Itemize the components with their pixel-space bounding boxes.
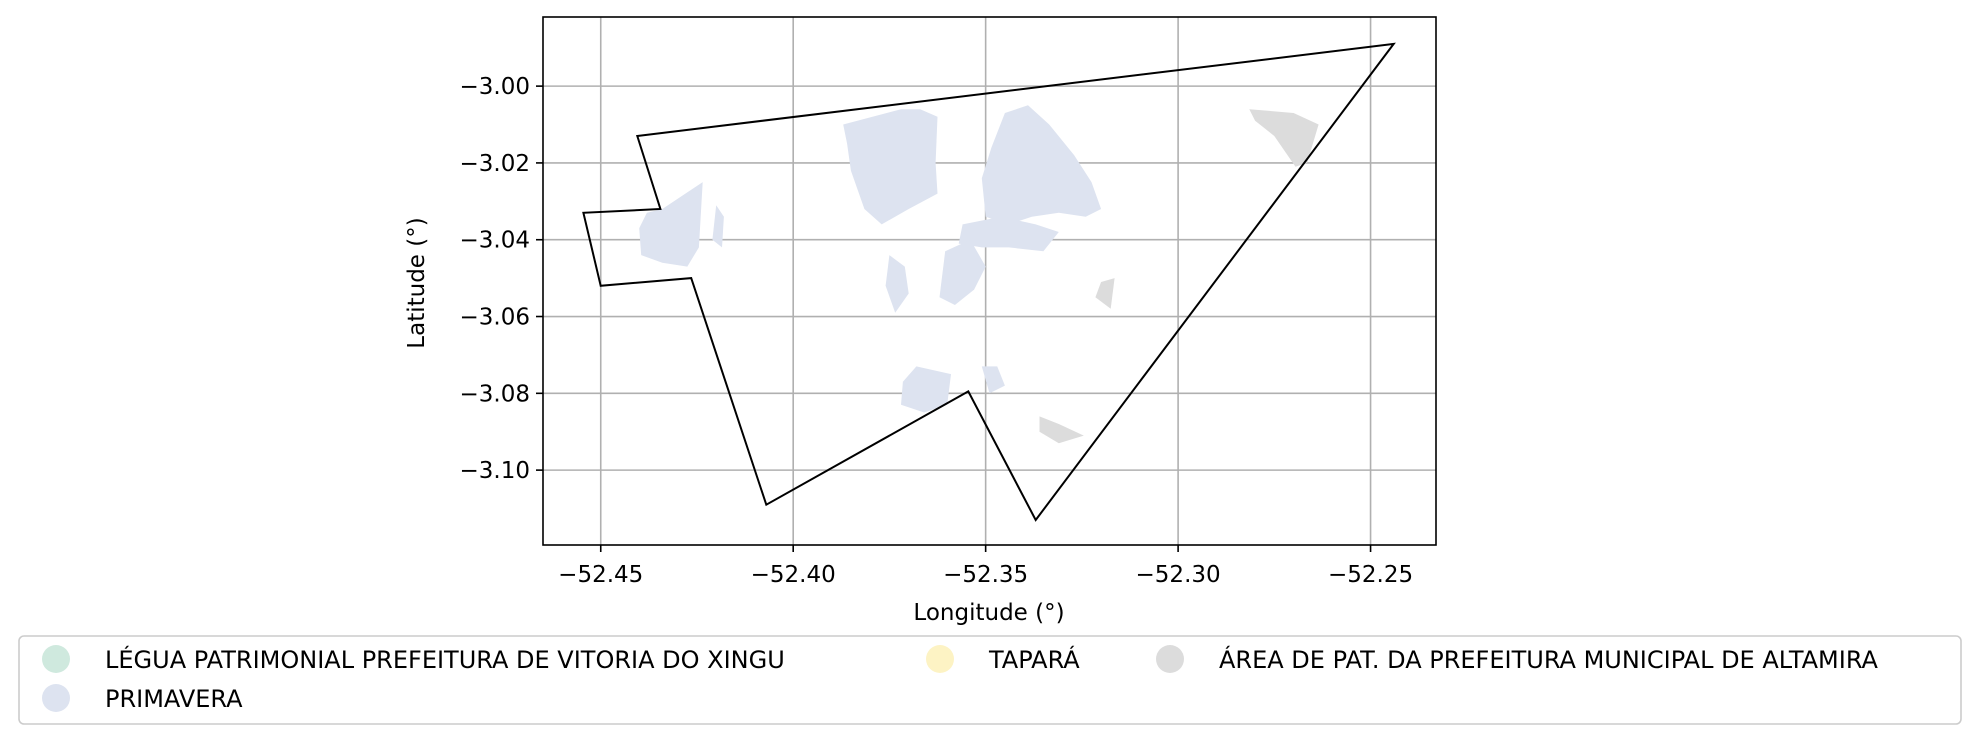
region-area-de-pat-da-prefeitura-municipal-de-altamira [1039,416,1084,444]
legend-label: TAPARÁ [988,645,1080,674]
region-primavera [981,105,1102,225]
x-axis-ticks: −52.45 −52.40 −52.35 −52.30 −52.25 [558,545,1413,588]
y-tick-label: −3.02 [460,151,530,177]
y-tick-label: −3.04 [460,228,530,254]
legend-label: PRIMAVERA [105,685,243,713]
legend-label: LÉGUA PATRIMONIAL PREFEITURA DE VITORIA … [105,645,785,674]
x-axis-label: Longitude (°) [913,600,1064,626]
y-axis-ticks: −3.00 −3.02 −3.04 −3.06 −3.08 −3.10 [460,74,543,484]
region-primavera [712,205,724,248]
legend-marker [42,684,70,712]
y-axis-label: Latitude (°) [404,217,430,348]
region-primavera [939,239,986,305]
legend: LÉGUA PATRIMONIAL PREFEITURA DE VITORIA … [18,635,1962,725]
x-tick-label: −52.25 [1328,562,1413,588]
region-area-de-pat-da-prefeitura-municipal-de-altamira [1095,278,1115,309]
x-tick-label: −52.45 [558,562,643,588]
y-tick-label: −3.10 [460,458,530,484]
legend-marker [926,645,954,673]
legend-marker [42,645,70,673]
boundary-outline-layer [582,42,1396,522]
region-fills [639,105,1319,444]
x-tick-label: −52.30 [1136,562,1221,588]
y-tick-label: −3.00 [460,74,530,100]
region-area-de-pat-da-prefeitura-municipal-de-altamira [1249,109,1319,167]
region-primavera [885,255,909,313]
region-primavera [958,216,1059,252]
plot-frame [542,16,1437,546]
y-tick-label: −3.06 [460,305,530,331]
region-primavera [843,109,938,225]
y-tick-label: −3.08 [460,381,530,407]
legend-frame [18,635,1962,725]
x-tick-label: −52.35 [943,562,1028,588]
region-primavera [981,366,1005,394]
region-primavera [901,366,951,413]
region-primavera [639,182,703,267]
legend-marker [1156,645,1184,673]
legend-label: ÁREA DE PAT. DA PREFEITURA MUNICIPAL DE … [1219,645,1879,674]
x-tick-label: −52.40 [751,562,836,588]
boundary-outline [582,42,1396,522]
